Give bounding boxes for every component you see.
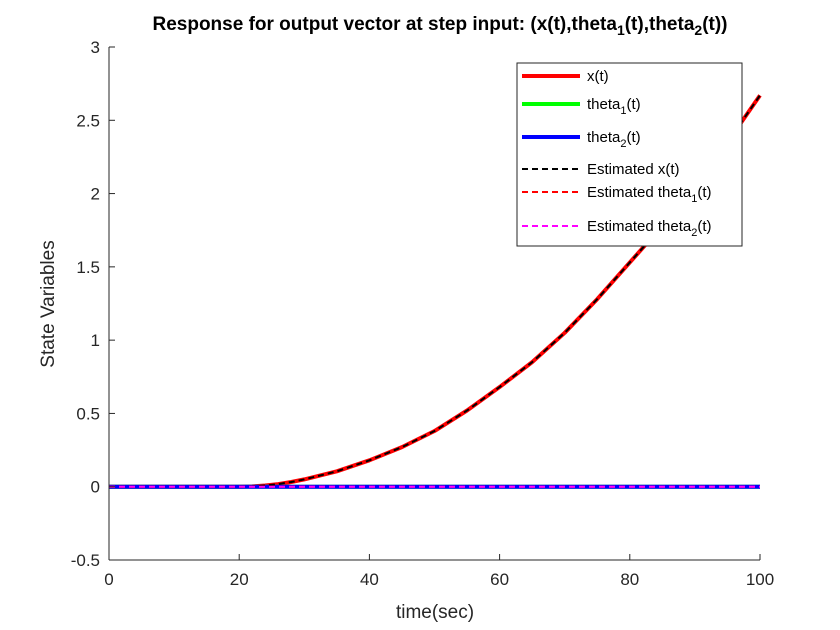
legend-label-1: x(t) <box>587 68 609 85</box>
x-tick-label: 40 <box>360 570 379 589</box>
y-tick-label: 2 <box>91 185 100 204</box>
legend-box <box>516 62 743 247</box>
legend-label-2: theta1(t) <box>587 96 641 117</box>
y-tick-label: 0.5 <box>76 404 100 423</box>
legend-label-4: Estimated x(t) <box>587 161 680 178</box>
y-tick-label: -0.5 <box>71 551 100 570</box>
legend-label-3: theta2(t) <box>587 129 641 150</box>
y-tick-label: 1 <box>91 331 100 350</box>
y-axis-label: State Variables <box>38 240 59 367</box>
axes: 0 20 40 60 80 100-0.500.511.522.53 <box>71 38 774 589</box>
x-tick-label: 0 <box>104 570 113 589</box>
y-tick-label: 2.5 <box>76 111 100 130</box>
y-tick-label: 3 <box>91 38 100 57</box>
legend-label-6: Estimated theta2(t) <box>587 218 712 239</box>
x-tick-label: 20 <box>230 570 249 589</box>
x-tick-label: 80 <box>620 570 639 589</box>
legend: x(t) theta1(t) theta2(t) Estimated x(t) Esti… <box>516 62 743 247</box>
x-tick-label: 60 <box>490 570 509 589</box>
legend-label-5: Estimated theta1(t) <box>587 184 712 205</box>
x-tick-label: 100 <box>746 570 774 589</box>
y-tick-label: 1.5 <box>76 258 100 277</box>
y-tick-label: 0 <box>91 478 100 497</box>
chart-title: Response for output vector at step input… <box>152 14 727 38</box>
x-axis-label: time(sec) <box>396 602 474 623</box>
